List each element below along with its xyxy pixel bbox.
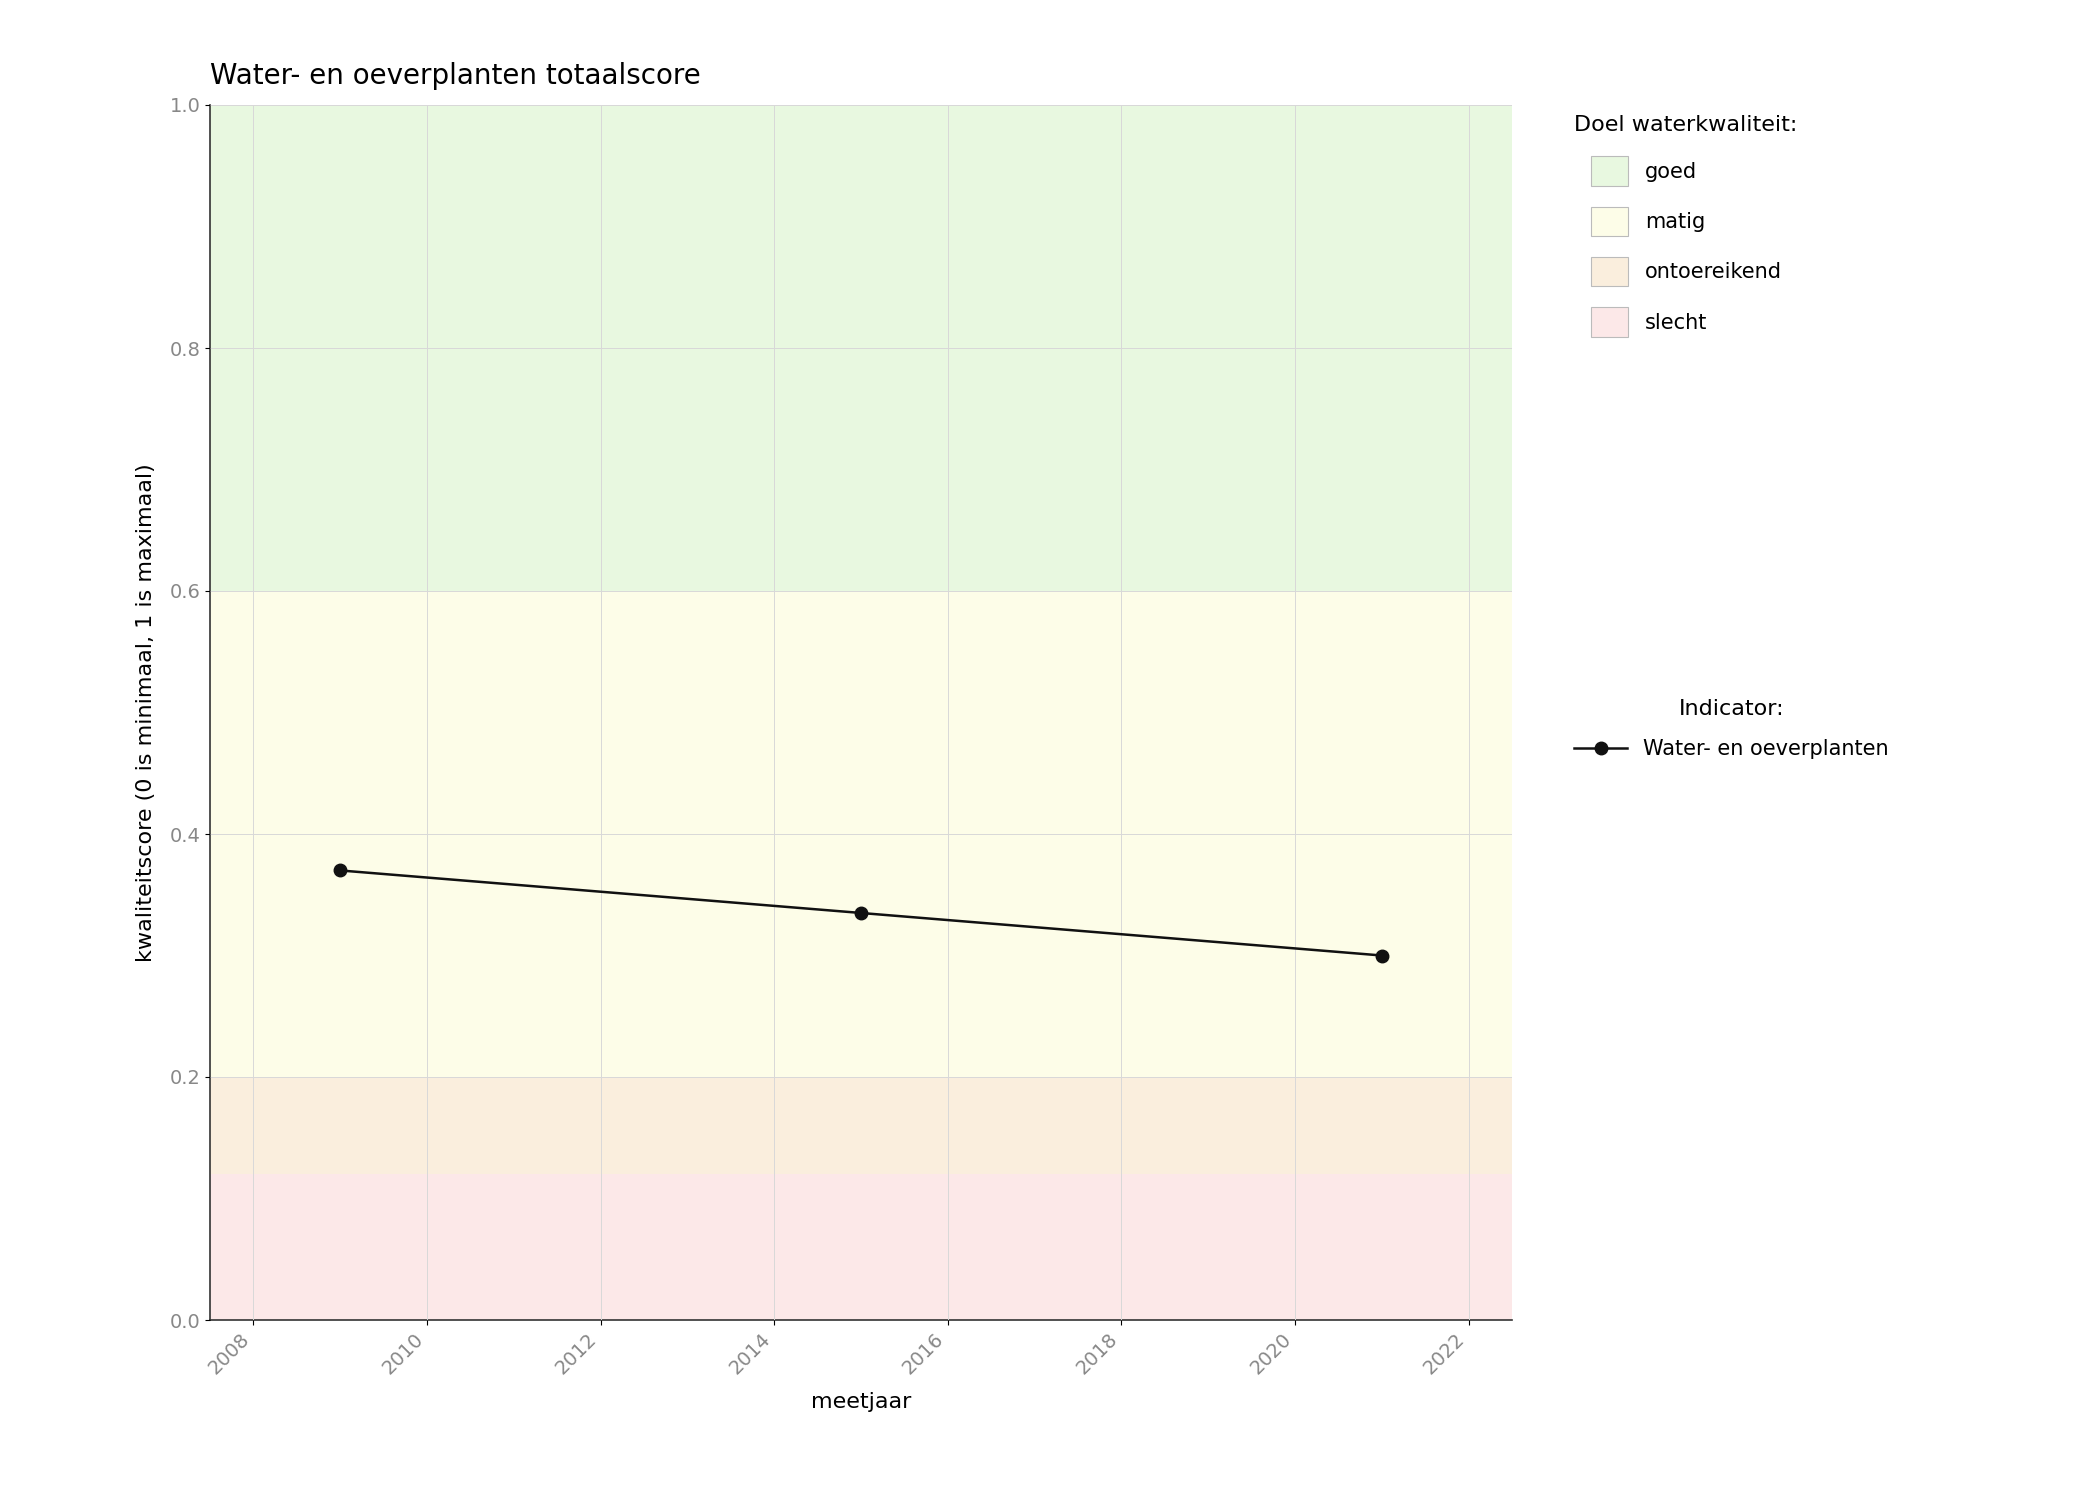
Bar	[210, 591, 1512, 1077]
Bar	[210, 1174, 1512, 1320]
Legend: Water- en oeverplanten: Water- en oeverplanten	[1575, 699, 1888, 759]
Y-axis label: kwaliteitscore (0 is minimaal, 1 is maximaal): kwaliteitscore (0 is minimaal, 1 is maxi…	[136, 464, 155, 962]
Text: Water- en oeverplanten totaalscore: Water- en oeverplanten totaalscore	[210, 62, 701, 90]
X-axis label: meetjaar: meetjaar	[811, 1392, 911, 1411]
Bar	[210, 1077, 1512, 1174]
Bar	[210, 105, 1512, 591]
